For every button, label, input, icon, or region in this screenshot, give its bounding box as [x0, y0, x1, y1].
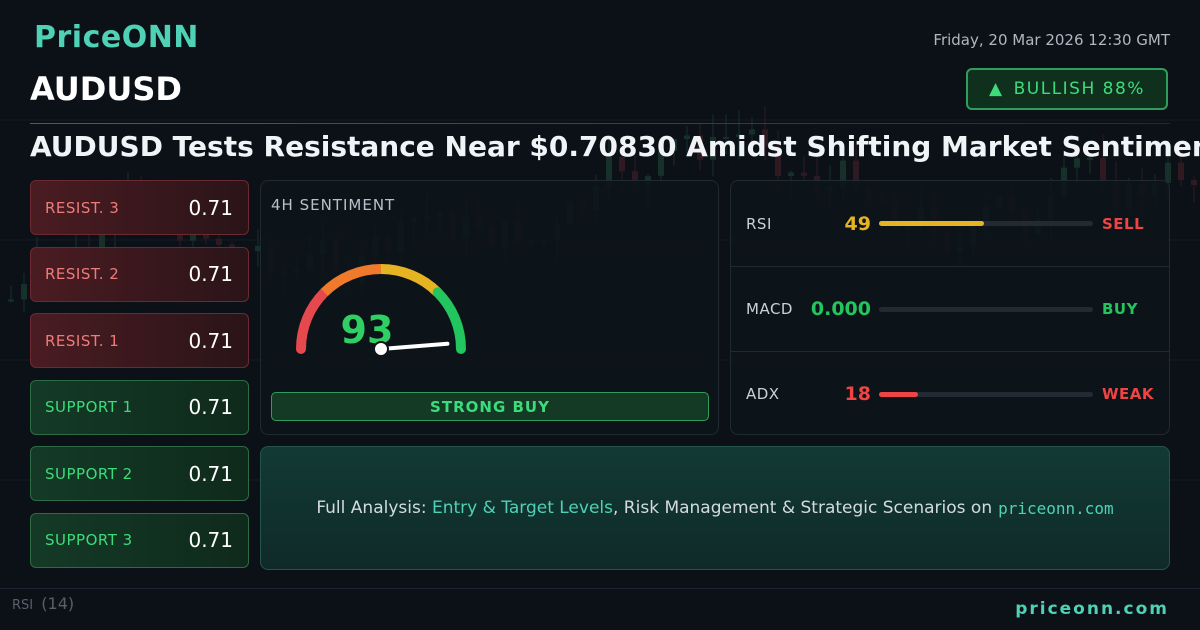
bg-candle-body [1087, 157, 1093, 160]
bg-candle-body [684, 135, 690, 140]
rsi-label-text: RSI [12, 598, 34, 613]
indicator-macd: MACD 0.000 BUY [731, 266, 1169, 351]
indicator-fill [879, 391, 918, 397]
indicator-value: 49 [844, 212, 871, 235]
bg-candle-body [840, 160, 846, 188]
indicator-signal: BUY [1102, 300, 1138, 318]
level-value: 0.71 [188, 328, 233, 353]
header-divider [30, 123, 1170, 124]
bg-candle-body [21, 284, 27, 300]
indicator-track [879, 221, 1093, 226]
gauge-needle [379, 341, 450, 351]
indicator-name: ADX [746, 385, 780, 403]
cta-highlight[interactable]: Entry & Target Levels [431, 498, 613, 518]
bg-candle-body [697, 135, 703, 160]
gauge-segment-yellow [380, 263, 442, 297]
indicator-signal: SELL [1102, 214, 1145, 233]
level-support-2: SUPPORT 2 0.71 [30, 446, 249, 502]
indicator-rsi: RSI 49 SELL [731, 181, 1169, 266]
level-label: SUPPORT 3 [45, 531, 133, 550]
rsi-period-text: (14) [41, 594, 75, 613]
symbol-title: AUDUSD [30, 70, 182, 108]
bg-candle-body [1165, 162, 1171, 184]
bg-candle-body [736, 134, 742, 137]
cta-site-link[interactable]: priceonn.com [998, 498, 1114, 518]
bg-candle-body [762, 129, 768, 147]
bg-candle-body [99, 223, 105, 251]
levels-list: RESIST. 3 0.71 RESIST. 2 0.71 RESIST. 1 … [30, 180, 249, 580]
indicator-value: 0.000 [810, 298, 871, 320]
indicator-fill [879, 221, 984, 226]
level-label: RESIST. 3 [45, 198, 120, 217]
bg-candle-body [1100, 157, 1106, 182]
indicator-value: 18 [844, 383, 871, 405]
sentiment-title: 4H SENTIMENT [271, 196, 396, 214]
level-label: RESIST. 2 [45, 265, 120, 284]
bg-candle-body [775, 146, 781, 177]
bg-candle-body [619, 156, 625, 172]
indicator-signal: WEAK [1102, 385, 1155, 403]
bg-candle-body [671, 139, 677, 151]
indicator-name: RSI [746, 214, 772, 233]
level-support-3: SUPPORT 3 0.71 [30, 512, 249, 568]
level-resist-2: RESIST. 2 0.71 [30, 246, 249, 302]
cta-prefix: Full Analysis: [316, 498, 432, 518]
priceonn-logo: PriceONN [34, 20, 199, 55]
gauge-segment-orange [320, 263, 382, 297]
bg-candle-body [658, 150, 664, 176]
gauge-segment-green [432, 287, 467, 354]
level-label: RESIST. 1 [45, 331, 120, 350]
level-resist-1: RESIST. 1 0.71 [30, 313, 249, 369]
level-support-1: SUPPORT 1 0.71 [30, 379, 249, 435]
bg-candle-body [853, 160, 859, 190]
cta-middle: , Risk Management & Strategic Scenarios … [613, 498, 993, 518]
bg-candle-body [216, 238, 222, 245]
bg-candle-body [255, 245, 261, 252]
bg-candle-body [788, 172, 794, 177]
up-triangle-icon: ▲ [989, 79, 1004, 99]
sentiment-gauge: 93 [295, 263, 467, 357]
bg-candle-body [1178, 162, 1184, 180]
bg-candle-body [1074, 158, 1080, 168]
bg-candle-body [1191, 179, 1197, 186]
indicator-track [879, 306, 1093, 312]
level-value: 0.71 [188, 395, 233, 420]
full-analysis-cta[interactable]: Full Analysis: Entry & Target Levels , R… [260, 446, 1170, 570]
indicators-panel: RSI 49 SELL MACD 0.000 BUY ADX 18 WEAK [730, 180, 1170, 435]
timestamp: Friday, 20 Mar 2026 12:30 GMT [933, 31, 1170, 49]
bullish-badge: ▲ BULLISH 88% [966, 68, 1168, 110]
bg-candle-body [749, 129, 755, 135]
gauge-segment-red [295, 287, 330, 354]
bg-candle-body [632, 171, 638, 185]
sentiment-panel: 4H SENTIMENT 93 STRONG BUY [260, 180, 719, 435]
indicator-track [879, 391, 1093, 397]
bg-candle-body [801, 172, 807, 176]
bg-candle-body [710, 137, 716, 160]
level-label: SUPPORT 2 [45, 464, 133, 483]
indicator-adx: ADX 18 WEAK [731, 351, 1169, 436]
bottom-divider [0, 588, 1200, 589]
level-value: 0.71 [188, 195, 233, 220]
badge-label: BULLISH 88% [1013, 79, 1145, 99]
gauge-pivot [373, 341, 389, 357]
footer-site-link[interactable]: priceonn.com [1015, 599, 1169, 619]
level-resist-3: RESIST. 3 0.71 [30, 180, 249, 235]
bg-candle-body [723, 136, 729, 139]
level-value: 0.71 [188, 528, 233, 553]
strong-buy-signal: STRONG BUY [271, 392, 709, 421]
level-value: 0.71 [188, 461, 233, 486]
background-rsi-label: RSI (14) [12, 594, 74, 613]
bg-candle-body [606, 156, 612, 187]
headline: AUDUSD Tests Resistance Near $0.70830 Am… [30, 130, 1200, 163]
level-value: 0.71 [188, 262, 233, 287]
level-label: SUPPORT 1 [45, 398, 133, 417]
indicator-name: MACD [746, 300, 793, 318]
bg-candle-body [8, 299, 14, 302]
